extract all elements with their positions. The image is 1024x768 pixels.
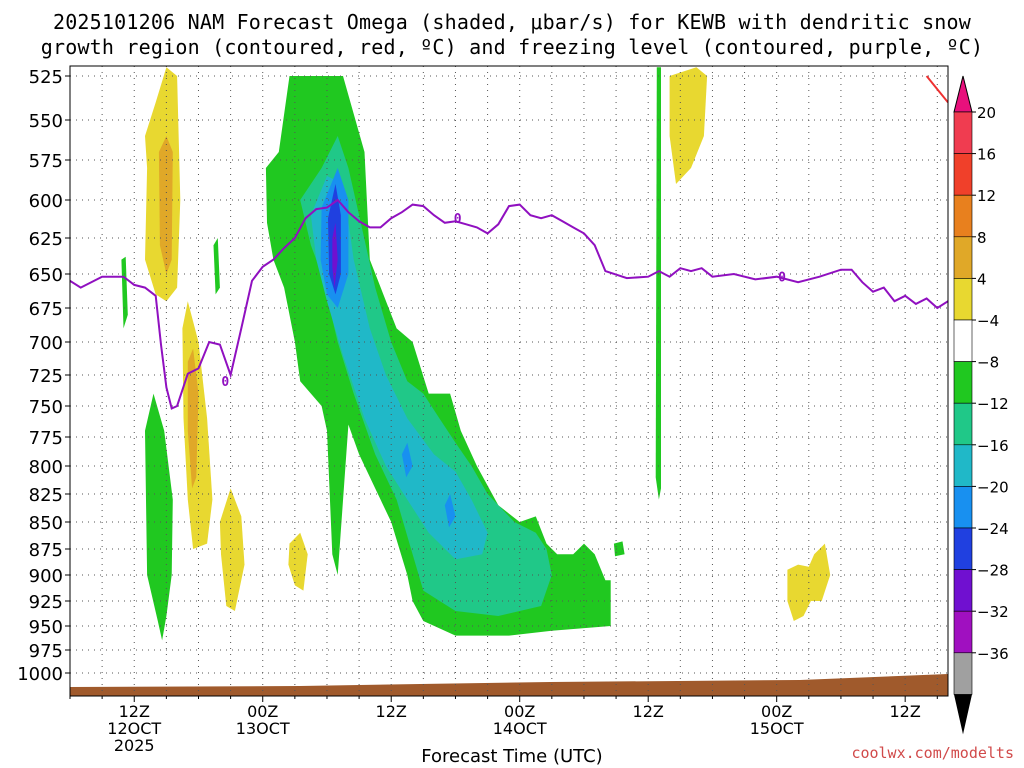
omega-region-yellow-small [288, 532, 308, 591]
x-tick-label: 00Z [504, 702, 535, 721]
colorbar-label: −36 [977, 645, 1009, 663]
x-tick-label: 14OCT [493, 719, 547, 738]
colorbar-label: 20 [977, 104, 996, 122]
omega-region-green-mid-thin [213, 238, 220, 295]
y-tick-label: 650 [29, 265, 63, 286]
colorbar-swatch [953, 194, 973, 238]
colorbar-swatch [953, 610, 973, 654]
plot-area: 0 0 0 [70, 66, 948, 696]
colorbar-swatch [953, 236, 973, 279]
x-tick-label: 00Z [761, 702, 792, 721]
omega-region-orange-left-mid [187, 348, 199, 489]
x-tick-label: 12Z [376, 702, 407, 721]
x-tick-label: 12OCT [107, 719, 161, 738]
colorbar-bottom-arrow [954, 694, 972, 735]
colorbar-swatch [953, 527, 973, 570]
colorbar-swatch [953, 361, 973, 404]
x-tick-label: 2025 [114, 736, 155, 755]
y-tick-label: 925 [29, 592, 63, 613]
y-tick-label: 675 [29, 299, 63, 320]
freezing-level-line [70, 198, 948, 410]
x-tick-label: 12Z [890, 702, 921, 721]
x-tick-label: 13OCT [236, 719, 290, 738]
colorbar-swatch [953, 486, 973, 529]
colorbar-label: −4 [977, 312, 999, 330]
colorbar-swatch [953, 319, 973, 362]
omega-region-orange-left-top [158, 136, 173, 274]
omega-region-green-right-small [613, 541, 625, 557]
omega-region-green-left-thin [121, 256, 128, 329]
y-tick-label: 575 [29, 151, 63, 172]
colorbar-label: −28 [977, 562, 1009, 580]
colorbar-swatch [953, 153, 973, 196]
colorbar-label: −24 [977, 520, 1009, 538]
dgz-contour [925, 75, 948, 104]
colorbar-label: 16 [977, 146, 996, 164]
y-tick-label: 525 [29, 67, 63, 88]
y-tick-label: 700 [29, 333, 63, 354]
omega-region-yellow-left-low [219, 488, 245, 611]
freezing-level-label: 0 [778, 271, 786, 286]
colorbar-label: −16 [977, 437, 1009, 455]
terrain-ground [70, 674, 948, 696]
y-tick-label: 625 [29, 229, 63, 250]
colorbar-top-arrow [953, 75, 973, 113]
x-tick-label: 00Z [247, 702, 278, 721]
credit-text: coolwx.com/modelts [851, 744, 1014, 762]
x-tick-label: 12Z [119, 702, 150, 721]
y-tick-label: 800 [29, 457, 63, 478]
chart-title-line2: growth region (contoured, red, ºC) and f… [40, 35, 984, 59]
colorbar-label: −12 [977, 395, 1009, 413]
y-tick-label: 725 [29, 366, 63, 387]
colorbar-label: −8 [977, 354, 999, 372]
colorbar-label: −32 [977, 603, 1009, 621]
y-tick-label: 900 [29, 566, 63, 587]
colorbar-swatch [953, 278, 973, 321]
colorbar-swatch [953, 111, 973, 154]
omega-region-lightblue-spot1 [401, 442, 413, 478]
y-tick-label: 975 [29, 641, 63, 662]
x-axis-label: Forecast Time (UTC) [421, 746, 603, 767]
colorbar-label: 12 [977, 187, 996, 205]
omega-region-purple-core [332, 222, 338, 288]
colorbar-swatch [953, 402, 973, 446]
colorbar-label: 8 [977, 229, 987, 247]
y-tick-label: 550 [29, 111, 63, 132]
omega-region-cyan-main [310, 176, 488, 560]
omega-region-green-left [145, 393, 173, 641]
colorbar-label: 4 [977, 270, 987, 288]
y-tick-label: 750 [29, 397, 63, 418]
y-tick-label: 875 [29, 540, 63, 561]
colorbar-swatch [953, 569, 973, 612]
y-tick-label: 850 [29, 513, 63, 534]
omega-region-lightblue-spot2 [444, 494, 456, 528]
y-tick-label: 950 [29, 617, 63, 638]
plot-frame [69, 65, 949, 697]
omega-region-yellow-right-top [669, 67, 708, 184]
colorbar-swatch [953, 652, 973, 695]
freezing-level-label: 0 [454, 212, 462, 227]
colorbar-swatch [953, 444, 973, 487]
y-tick-label: 825 [29, 485, 63, 506]
y-tick-label: 600 [29, 191, 63, 212]
omega-region-green-vertical [655, 67, 661, 500]
y-tick-label: 775 [29, 428, 63, 449]
y-tick-label: 1000 [17, 664, 63, 685]
chart-title-line1: 2025101206 NAM Forecast Omega (shaded, μ… [52, 10, 972, 34]
x-tick-label: 12Z [633, 702, 664, 721]
colorbar-label: −20 [977, 478, 1009, 496]
x-tick-label: 15OCT [750, 719, 804, 738]
omega-region-teal-main [300, 136, 552, 616]
freezing-level-label: 0 [221, 375, 229, 390]
